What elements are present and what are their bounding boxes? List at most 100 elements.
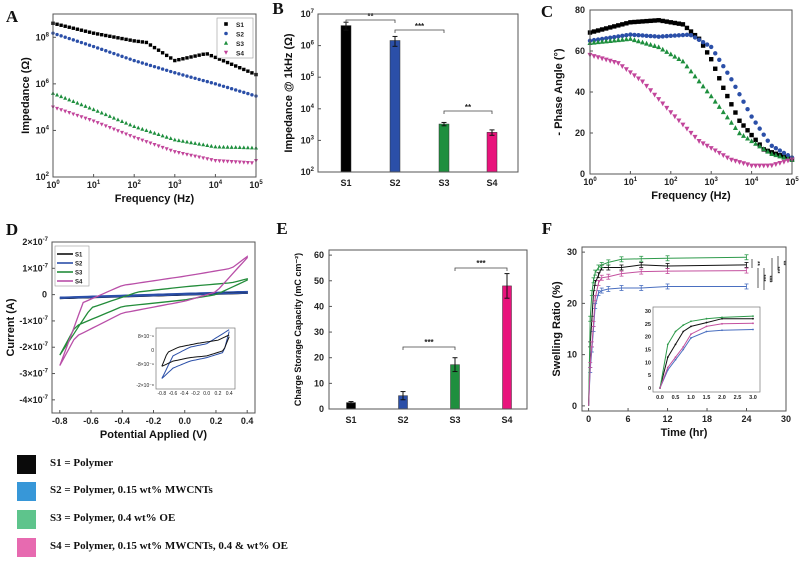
data-point xyxy=(100,47,104,52)
tick-label: -0.2 xyxy=(146,416,162,426)
data-point xyxy=(217,159,222,164)
data-point xyxy=(627,70,633,76)
data-point xyxy=(729,102,734,107)
tick-label: 30 xyxy=(567,247,577,257)
data-point xyxy=(172,137,177,142)
panel-a: A 100 101 102 103 104 105 102 104 106 108 Frequency… xyxy=(6,7,263,205)
tick-label: 10 xyxy=(314,378,324,388)
data-point xyxy=(79,115,84,120)
data-point xyxy=(664,19,669,24)
data-point xyxy=(785,153,791,158)
tick-label: 104 xyxy=(209,180,223,190)
data-point xyxy=(619,36,625,42)
data-point xyxy=(696,37,702,43)
data-point xyxy=(648,88,654,94)
data-point xyxy=(193,141,198,145)
inset-point xyxy=(721,329,723,332)
data-point xyxy=(177,57,181,62)
data-point xyxy=(144,40,149,45)
tick-label: 106 xyxy=(36,79,50,89)
data-point xyxy=(607,38,613,43)
inset-point xyxy=(705,321,708,324)
data-point xyxy=(136,125,141,130)
tick-label: 20 xyxy=(567,298,577,308)
inset-tick-label: 5 xyxy=(648,373,651,379)
data-point xyxy=(108,34,112,38)
data-point xyxy=(181,73,185,77)
data-point xyxy=(608,25,613,30)
inset-tick-label: 3.0 xyxy=(749,395,757,401)
legend-label: S2 xyxy=(236,32,244,39)
data-point xyxy=(193,76,197,81)
panel-a-frame xyxy=(52,13,257,178)
data-point xyxy=(648,18,653,24)
line-S3 xyxy=(588,256,747,406)
panel-e: E 0 10 20 30 40 50 60 Charge Storage Capacity (m… xyxy=(276,219,512,425)
panel-c: C 100 101 102 103 104 105 0 20 40 60 80 Frequency (H… xyxy=(541,2,799,202)
data-point xyxy=(591,39,597,45)
tick-label: 105 xyxy=(785,177,799,187)
tick-label: 2×10-7 xyxy=(22,237,48,247)
data-point xyxy=(75,39,80,43)
inset-point xyxy=(752,328,754,331)
data-point xyxy=(177,72,181,76)
data-point xyxy=(99,122,104,127)
data-point xyxy=(103,124,108,129)
category-label: S1 xyxy=(345,415,356,425)
data-point xyxy=(656,34,661,39)
data-point xyxy=(704,88,710,94)
data-point xyxy=(67,111,72,115)
series-S3 xyxy=(587,36,795,162)
inset-frame xyxy=(652,306,761,393)
data-point xyxy=(112,51,116,56)
data-point xyxy=(160,145,165,150)
tick-label: 103 xyxy=(301,135,315,145)
inset: 0.0 0.5 1.0 1.5 2.0 2.5 3.0 0 5 10 15 20 25 30 xyxy=(645,306,761,401)
data-point xyxy=(595,55,601,61)
series-S4 xyxy=(59,255,248,366)
data-point xyxy=(757,143,763,149)
data-point xyxy=(753,163,759,169)
tick-label: 10 xyxy=(567,350,577,360)
data-point xyxy=(241,145,246,150)
significance-label: *** xyxy=(415,22,425,31)
data-point xyxy=(749,114,754,119)
inset-tick-label: -8×10⁻⁹ xyxy=(136,362,154,368)
tick-label: 101 xyxy=(624,177,638,187)
data-point xyxy=(595,39,601,45)
data-point xyxy=(213,159,218,163)
data-point xyxy=(209,143,214,148)
data-point xyxy=(720,109,726,115)
tick-label: 102 xyxy=(664,177,678,187)
data-point xyxy=(140,40,145,44)
data-point xyxy=(644,33,649,38)
inset-point xyxy=(674,330,677,333)
data-point xyxy=(668,110,674,116)
data-point xyxy=(753,140,759,146)
data-point xyxy=(761,146,767,152)
y-axis-label: Current (A) xyxy=(5,298,17,356)
legend-label: S4 xyxy=(236,51,244,58)
data-point xyxy=(79,28,84,32)
x-axis-label: Time (hr) xyxy=(661,427,708,439)
data-point xyxy=(736,130,742,136)
data-point xyxy=(769,163,775,169)
data-point xyxy=(79,102,84,107)
data-point xyxy=(87,30,92,34)
data-point xyxy=(644,40,650,46)
data-point xyxy=(237,160,242,165)
data-point xyxy=(176,138,181,143)
data-point xyxy=(115,129,120,134)
tick-label: 80 xyxy=(575,5,585,15)
sample-key-label: S2 = Polymer, 0.15 wt% MWCNTs xyxy=(50,484,213,496)
data-point xyxy=(777,153,783,159)
tick-label: 107 xyxy=(301,9,315,19)
data-point xyxy=(781,159,787,165)
data-point xyxy=(95,46,100,50)
data-point xyxy=(87,105,92,110)
data-point xyxy=(67,97,72,102)
data-point xyxy=(201,156,206,161)
data-point xyxy=(249,161,254,166)
data-point xyxy=(640,19,645,24)
series-S3 xyxy=(59,277,248,356)
